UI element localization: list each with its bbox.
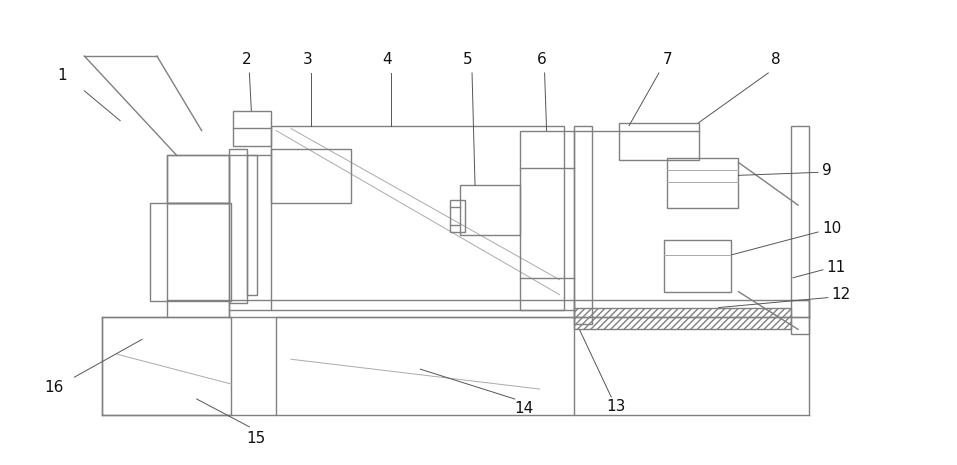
Text: 6: 6	[537, 52, 546, 66]
Bar	[248, 155, 257, 295]
Text: 10: 10	[822, 220, 841, 236]
Text: 1: 1	[57, 68, 67, 83]
Text: 7: 7	[663, 52, 673, 66]
Bar	[520, 131, 574, 310]
Bar	[271, 126, 565, 310]
Bar	[230, 299, 809, 318]
Text: 5: 5	[463, 52, 473, 66]
Text: 8: 8	[771, 52, 781, 66]
Bar	[277, 318, 574, 415]
Text: 14: 14	[515, 401, 534, 417]
Text: 3: 3	[303, 52, 313, 66]
Text: 15: 15	[246, 431, 266, 446]
Bar	[574, 126, 592, 325]
Bar	[230, 148, 248, 303]
Text: 9: 9	[822, 163, 832, 178]
Text: 13: 13	[606, 399, 626, 414]
Text: 4: 4	[383, 52, 392, 66]
Text: 2: 2	[241, 52, 251, 66]
Bar	[271, 148, 351, 203]
Bar	[167, 155, 229, 203]
Bar	[619, 123, 699, 160]
Bar	[460, 185, 520, 235]
Bar	[791, 126, 809, 334]
Text: 16: 16	[45, 379, 64, 395]
Text: 12: 12	[831, 287, 850, 302]
Text: 11: 11	[826, 260, 845, 275]
Bar	[234, 111, 271, 146]
Bar	[450, 200, 465, 232]
Bar	[167, 155, 229, 203]
Bar	[102, 318, 232, 415]
Bar	[664, 240, 731, 292]
Bar	[667, 159, 739, 208]
Bar	[574, 307, 791, 329]
Bar	[150, 203, 232, 300]
